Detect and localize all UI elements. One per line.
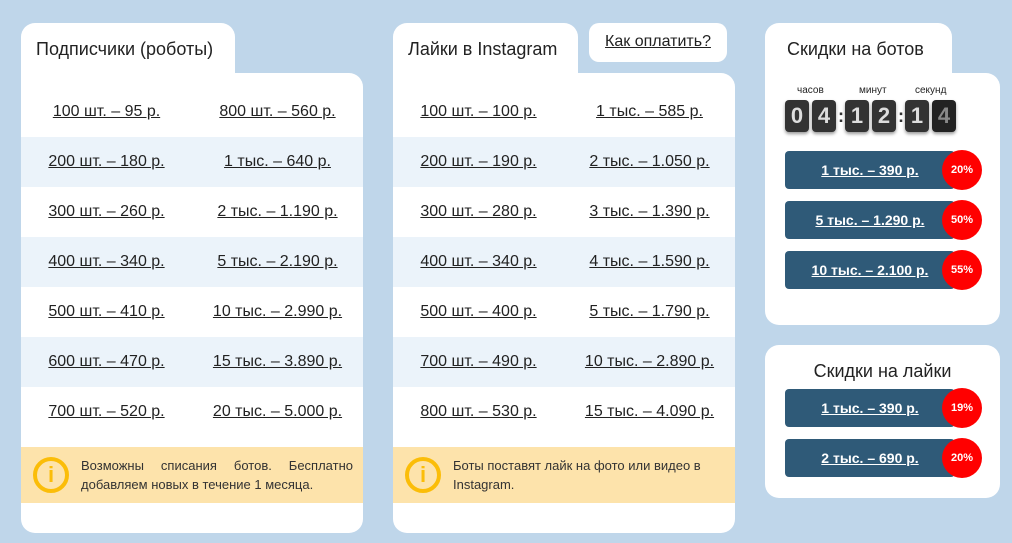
- price-link[interactable]: 2 тыс. – 1.050 р.: [589, 153, 710, 170]
- discount-offer-button[interactable]: 2 тыс. – 690 р. 20%: [785, 438, 982, 478]
- timer-label-hours: часов: [797, 85, 824, 96]
- like-discounts-panel: Скидки на лайки 1 тыс. – 390 р. 19% 2 тыс.…: [765, 345, 1000, 498]
- price-row: 700 шт. – 520 р. 20 тыс. – 5.000 р.: [21, 387, 363, 437]
- price-row: 300 шт. – 260 р. 2 тыс. – 1.190 р.: [21, 187, 363, 237]
- price-link[interactable]: 1 тыс. – 585 р.: [596, 103, 703, 120]
- price-link[interactable]: 600 шт. – 470 р.: [48, 353, 165, 370]
- price-link[interactable]: 20 тыс. – 5.000 р.: [212, 403, 343, 420]
- price-link[interactable]: 10 тыс. – 2.890 р.: [584, 353, 715, 370]
- timer-digit: 1: [905, 100, 929, 132]
- discount-offer-button[interactable]: 5 тыс. – 1.290 р. 50%: [785, 200, 982, 240]
- price-link[interactable]: 100 шт. – 95 р.: [52, 103, 161, 120]
- price-row: 200 шт. – 190 р. 2 тыс. – 1.050 р.: [393, 137, 735, 187]
- price-link[interactable]: 200 шт. – 190 р.: [420, 153, 537, 170]
- price-row: 700 шт. – 490 р. 10 тыс. – 2.890 р.: [393, 337, 735, 387]
- price-link[interactable]: 2 тыс. – 1.190 р.: [217, 203, 338, 220]
- price-link[interactable]: 5 тыс. – 2.190 р.: [217, 253, 338, 270]
- discount-label: 1 тыс. – 390 р.: [821, 400, 919, 416]
- timer-digit: 0: [785, 100, 809, 132]
- timer-digit: 2: [872, 100, 896, 132]
- price-row: 800 шт. – 530 р. 15 тыс. – 4.090 р.: [393, 387, 735, 437]
- discount-badge: 20%: [942, 438, 982, 478]
- price-link[interactable]: 800 шт. – 560 р.: [219, 103, 336, 120]
- price-row: 200 шт. – 180 р. 1 тыс. – 640 р.: [21, 137, 363, 187]
- price-link[interactable]: 300 шт. – 260 р.: [48, 203, 165, 220]
- likes-tab-title: Лайки в Instagram: [393, 23, 578, 75]
- price-link[interactable]: 400 шт. – 340 р.: [48, 253, 165, 270]
- bot-discounts-title: Скидки на ботов: [765, 23, 952, 75]
- robots-tab-title: Подписчики (роботы): [21, 23, 235, 75]
- price-row: 400 шт. – 340 р. 4 тыс. – 1.590 р.: [393, 237, 735, 287]
- discount-badge: 50%: [942, 200, 982, 240]
- price-link[interactable]: 200 шт. – 180 р.: [48, 153, 165, 170]
- info-icon: i: [33, 457, 69, 493]
- robots-info-note: i Возможны списания ботов. Бесплатно доб…: [21, 447, 363, 503]
- likes-info-note: i Боты поставят лайк на фото или видео в…: [393, 447, 735, 503]
- price-row: 300 шт. – 280 р. 3 тыс. – 1.390 р.: [393, 187, 735, 237]
- price-link[interactable]: 300 шт. – 280 р.: [420, 203, 537, 220]
- timer-label-minutes: минут: [859, 85, 887, 96]
- price-link[interactable]: 15 тыс. – 4.090 р.: [584, 403, 715, 420]
- price-link[interactable]: 100 шт. – 100 р.: [420, 103, 537, 120]
- likes-info-text: Боты поставят лайк на фото или видео в I…: [453, 458, 701, 492]
- price-link[interactable]: 10 тыс. – 2.990 р.: [212, 303, 343, 320]
- how-to-pay-link[interactable]: Как оплатить?: [589, 23, 727, 62]
- discount-label: 10 тыс. – 2.100 р.: [811, 262, 929, 278]
- timer-label-seconds: секунд: [915, 85, 947, 96]
- price-link[interactable]: 5 тыс. – 1.790 р.: [589, 303, 710, 320]
- price-link[interactable]: 15 тыс. – 3.890 р.: [212, 353, 343, 370]
- timer-digit: 4: [932, 100, 956, 132]
- discount-offer-button[interactable]: 1 тыс. – 390 р. 20%: [785, 150, 982, 190]
- robots-info-text: Возможны списания ботов. Бесплатно добав…: [81, 458, 353, 492]
- price-row: 600 шт. – 470 р. 15 тыс. – 3.890 р.: [21, 337, 363, 387]
- discount-badge: 19%: [942, 388, 982, 428]
- discount-label: 2 тыс. – 690 р.: [821, 450, 919, 466]
- discount-label: 1 тыс. – 390 р.: [821, 162, 919, 178]
- price-row: 100 шт. – 95 р. 800 шт. – 560 р.: [21, 87, 363, 137]
- robots-price-panel: 100 шт. – 95 р. 800 шт. – 560 р. 200 шт. –…: [21, 73, 363, 533]
- bot-discounts-panel: часов минут секунд 0 4 : 1 2 : 1 4 1 тыс…: [765, 73, 1000, 325]
- price-link[interactable]: 3 тыс. – 1.390 р.: [589, 203, 710, 220]
- like-discounts-title: Скидки на лайки: [813, 361, 952, 381]
- price-row: 400 шт. – 340 р. 5 тыс. – 2.190 р.: [21, 237, 363, 287]
- info-icon: i: [405, 457, 441, 493]
- likes-price-panel: 100 шт. – 100 р. 1 тыс. – 585 р. 200 шт. –…: [393, 73, 735, 533]
- timer-digit: 1: [845, 100, 869, 132]
- price-link[interactable]: 700 шт. – 520 р.: [48, 403, 165, 420]
- price-row: 500 шт. – 410 р. 10 тыс. – 2.990 р.: [21, 287, 363, 337]
- timer-digit: 4: [812, 100, 836, 132]
- price-link[interactable]: 800 шт. – 530 р.: [420, 403, 537, 420]
- price-link[interactable]: 400 шт. – 340 р.: [420, 253, 537, 270]
- discount-badge: 20%: [942, 150, 982, 190]
- discount-offer-button[interactable]: 10 тыс. – 2.100 р. 55%: [785, 250, 982, 290]
- price-link[interactable]: 4 тыс. – 1.590 р.: [589, 253, 710, 270]
- price-row: 500 шт. – 400 р. 5 тыс. – 1.790 р.: [393, 287, 735, 337]
- discount-offer-button[interactable]: 1 тыс. – 390 р. 19%: [785, 388, 982, 428]
- price-link[interactable]: 700 шт. – 490 р.: [420, 353, 537, 370]
- countdown-timer: часов минут секунд 0 4 : 1 2 : 1 4: [785, 85, 959, 132]
- price-link[interactable]: 500 шт. – 400 р.: [420, 303, 537, 320]
- price-link[interactable]: 1 тыс. – 640 р.: [224, 153, 331, 170]
- discount-badge: 55%: [942, 250, 982, 290]
- price-row: 100 шт. – 100 р. 1 тыс. – 585 р.: [393, 87, 735, 137]
- price-link[interactable]: 500 шт. – 410 р.: [48, 303, 165, 320]
- discount-label: 5 тыс. – 1.290 р.: [815, 212, 925, 228]
